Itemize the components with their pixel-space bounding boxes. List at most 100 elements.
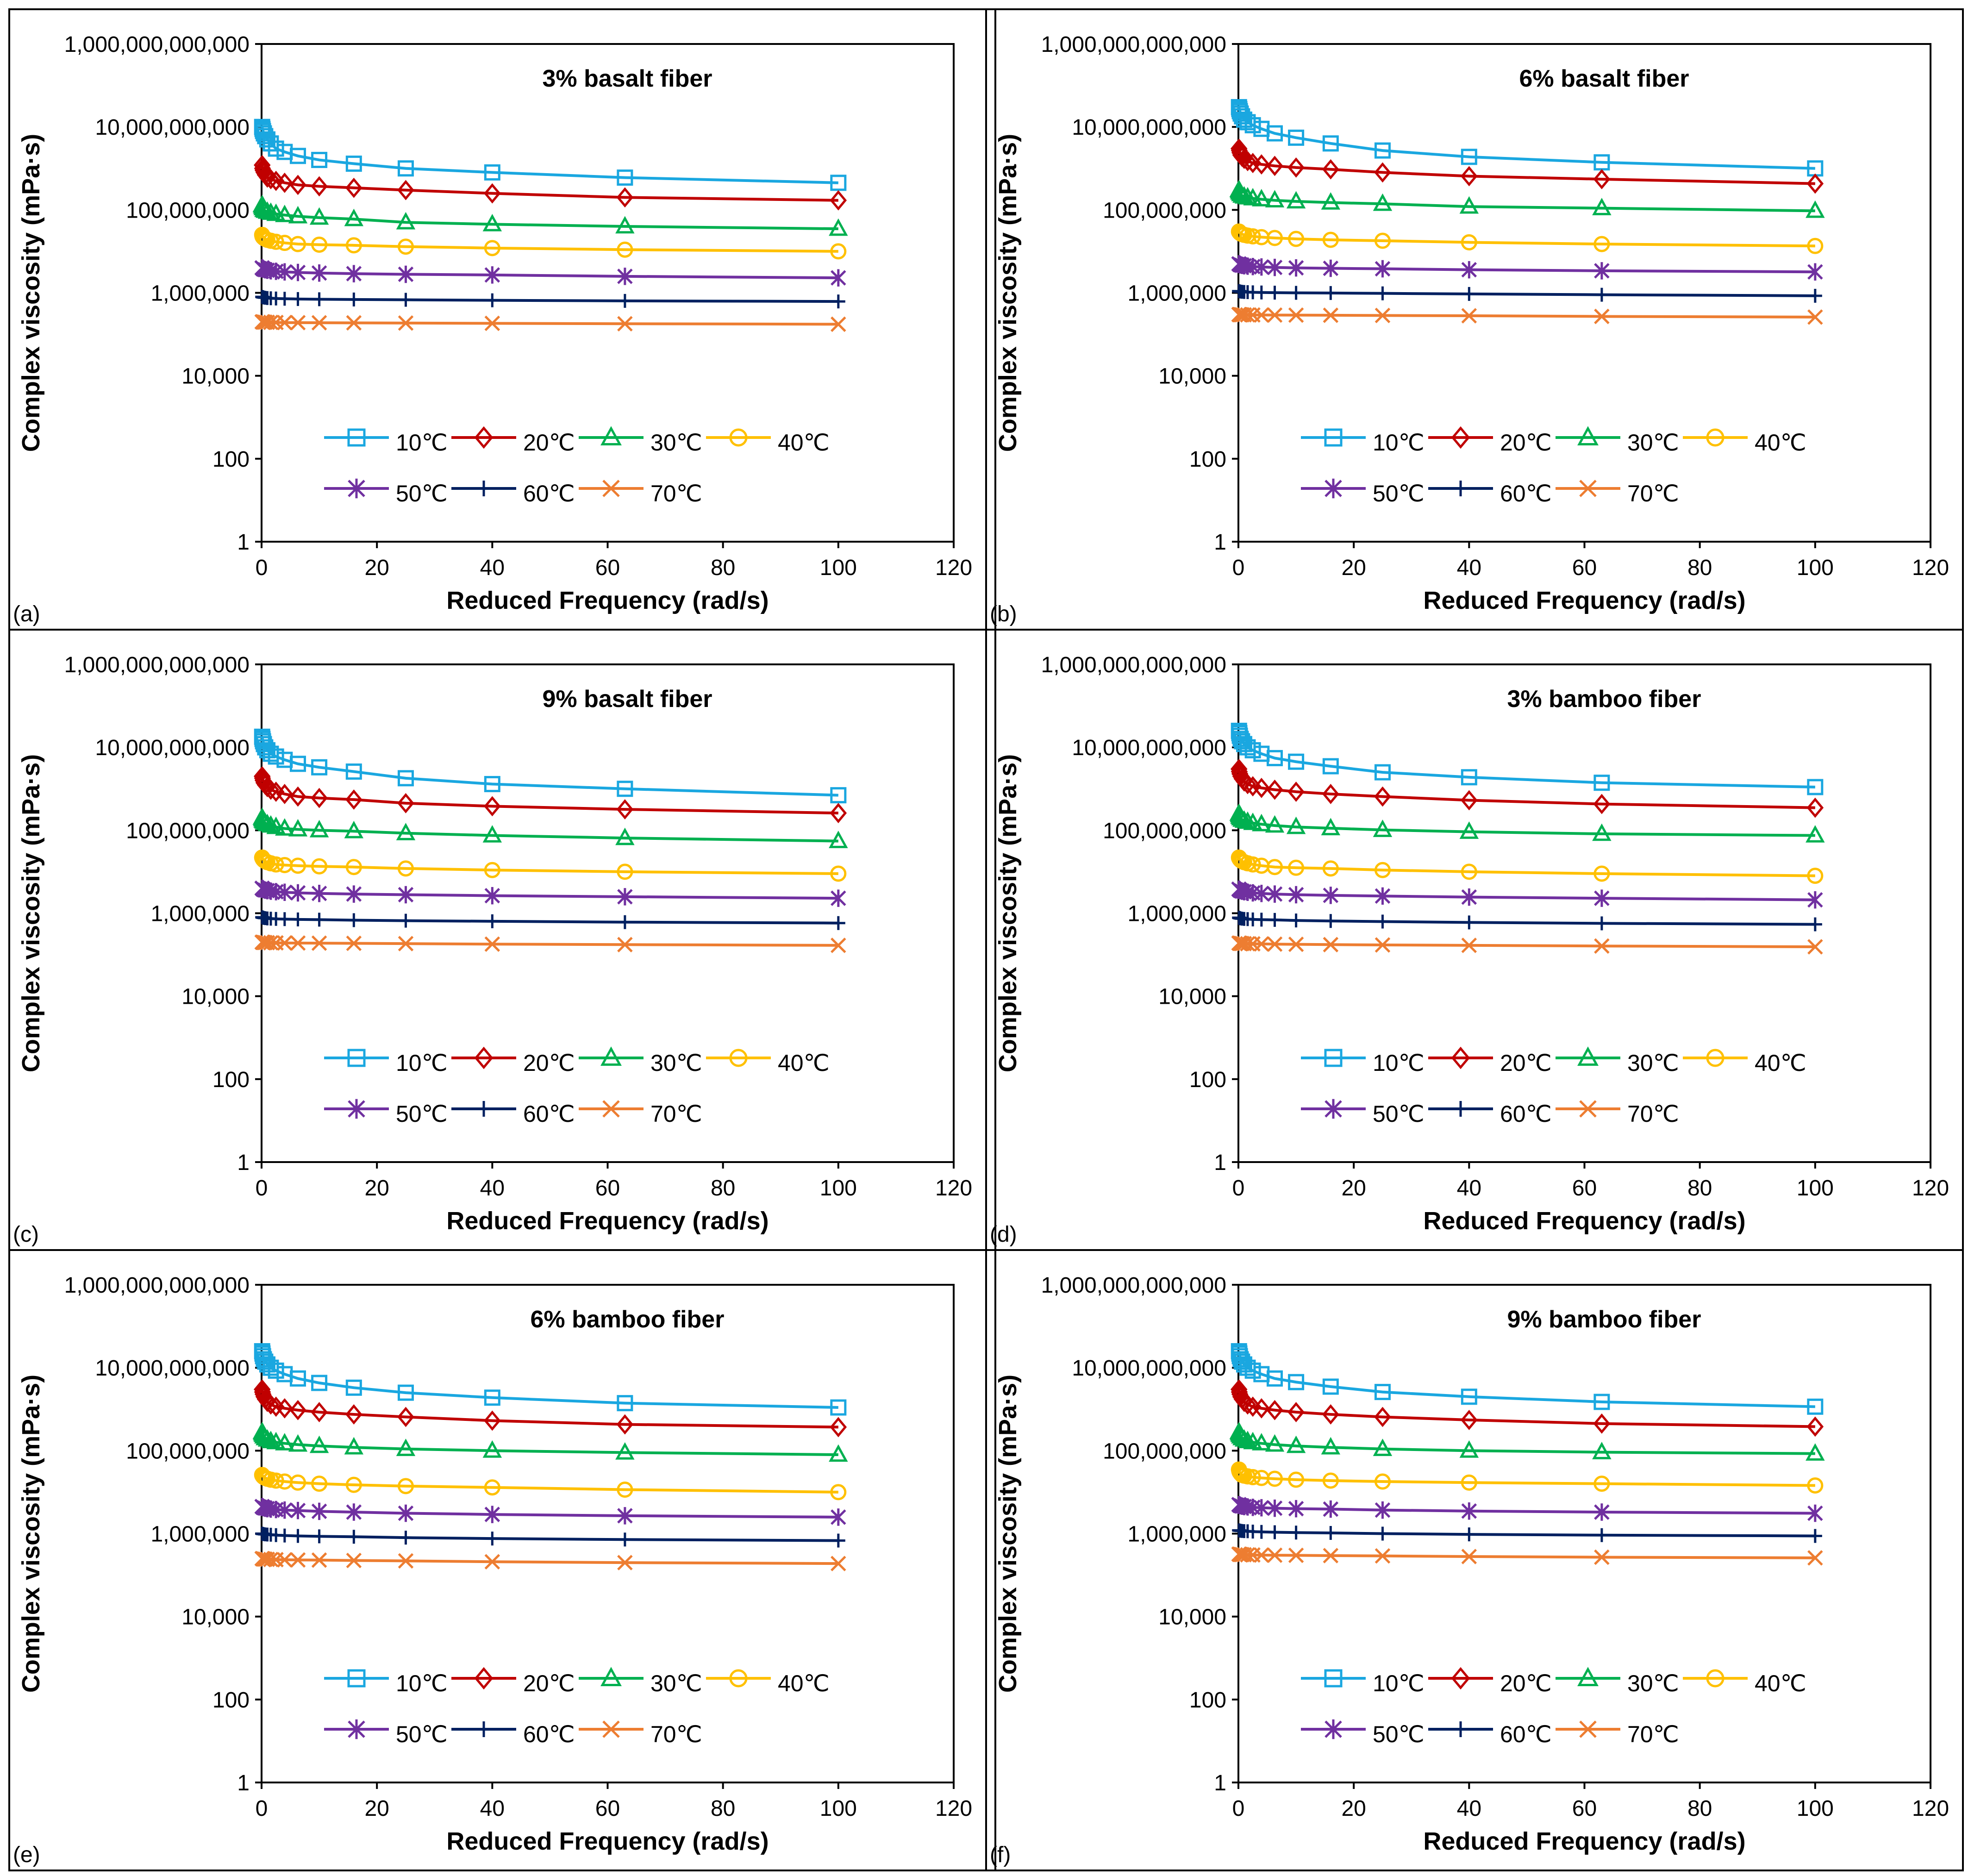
data-point (346, 315, 362, 331)
data-point (346, 885, 362, 903)
data-point (1459, 1440, 1479, 1458)
data-point (831, 889, 846, 907)
data-point (1374, 232, 1391, 249)
data-point (1252, 813, 1271, 832)
legend-marker (1453, 1721, 1468, 1737)
data-point (397, 238, 414, 255)
data-point (347, 292, 361, 306)
data-point (1807, 1477, 1824, 1494)
data-point (345, 1404, 362, 1425)
data-point (346, 1552, 362, 1569)
data-point (1373, 819, 1393, 837)
y-axis-label: Complex viscosity (mPa·s) (17, 134, 45, 452)
data-point (311, 1476, 328, 1492)
x-tick-label: 20 (1341, 1176, 1366, 1201)
chart-title: 3% basalt fiber (542, 65, 712, 92)
data-point (1374, 786, 1391, 807)
series-20C (1230, 138, 1824, 194)
data-point (1244, 856, 1261, 873)
data-point (1288, 307, 1304, 323)
legend-label: 60℃ (523, 1721, 575, 1747)
x-tick-label: 20 (1341, 556, 1366, 580)
y-tick-label: 10,000 (181, 985, 250, 1009)
data-point (615, 827, 635, 845)
data-point (1375, 937, 1391, 953)
data-point (1244, 742, 1261, 758)
legend-label: 10℃ (1373, 1050, 1425, 1076)
data-point (1461, 938, 1477, 953)
data-point (1807, 939, 1823, 955)
data-point (617, 316, 633, 331)
data-point (1243, 813, 1262, 830)
data-point (1287, 157, 1305, 178)
data-point (289, 1474, 306, 1491)
data-point (277, 912, 292, 926)
data-point (1266, 750, 1283, 766)
data-point (484, 1554, 500, 1570)
legend-marker (1706, 1669, 1725, 1688)
data-point (1594, 308, 1610, 325)
legend-label: 60℃ (523, 481, 575, 507)
x-tick-label: 100 (1797, 1176, 1834, 1201)
plot-area (261, 43, 955, 543)
y-tick-label: 10,000 (1158, 364, 1226, 389)
data-point (311, 788, 328, 808)
series-50C (1231, 880, 1823, 909)
data-point (830, 865, 847, 882)
data-point (1806, 797, 1824, 818)
panel-border (985, 1249, 1964, 1871)
legend: 10℃ 20℃ 30℃ 40℃ 50℃ 60℃ 70℃ (324, 1046, 830, 1127)
y-tick-label: 1,000,000 (1127, 902, 1226, 926)
chart-title: 6% bamboo fiber (531, 1306, 725, 1333)
legend-marker (1325, 1719, 1342, 1739)
data-point (1288, 753, 1305, 770)
panel-label: (e) (13, 1843, 40, 1867)
data-point (484, 862, 500, 878)
y-tick-label: 1,000,000,000,000 (64, 32, 250, 57)
series-line (1237, 769, 1815, 809)
series-60C (255, 290, 845, 309)
panel-border (8, 629, 996, 1251)
data-point (1461, 149, 1477, 165)
series-30C (1229, 1421, 1825, 1461)
legend-label: 50℃ (396, 481, 448, 507)
data-point (1461, 1474, 1477, 1491)
series-10C (254, 1343, 847, 1416)
legend-label: 30℃ (650, 1670, 702, 1696)
data-point (1322, 135, 1339, 152)
chart-title: 9% basalt fiber (542, 686, 712, 713)
data-point (345, 763, 362, 780)
legend-marker (1706, 428, 1725, 447)
data-point (1461, 308, 1477, 324)
y-tick-label: 1,000,000,000,000 (1041, 1273, 1226, 1298)
series-line (261, 857, 838, 875)
legend-label: 10℃ (396, 430, 448, 456)
data-point (257, 813, 277, 832)
data-point (1240, 936, 1256, 952)
legend-label: 20℃ (523, 1050, 575, 1076)
data-point (1321, 818, 1341, 836)
data-point (1288, 129, 1305, 146)
data-point (1462, 915, 1476, 930)
data-point (1289, 913, 1303, 928)
data-point (397, 1478, 414, 1495)
series-30C (252, 807, 848, 848)
data-point (1461, 234, 1477, 250)
data-point (289, 148, 306, 164)
data-point (1230, 1379, 1248, 1400)
data-point (1461, 888, 1477, 906)
data-point (312, 1529, 326, 1544)
data-point (484, 1479, 500, 1496)
data-point (345, 156, 362, 172)
legend-marker (1451, 1046, 1470, 1069)
legend-label: 50℃ (396, 1101, 448, 1127)
legend-label: 30℃ (650, 430, 702, 456)
x-tick-label: 60 (595, 1796, 620, 1821)
legend-label: 40℃ (1755, 1050, 1806, 1076)
data-point (1461, 1388, 1477, 1405)
data-point (1374, 862, 1391, 878)
data-point (1462, 1527, 1476, 1542)
x-tick-label: 100 (820, 1176, 857, 1201)
data-point (1254, 1499, 1269, 1517)
data-point (1268, 1525, 1282, 1539)
